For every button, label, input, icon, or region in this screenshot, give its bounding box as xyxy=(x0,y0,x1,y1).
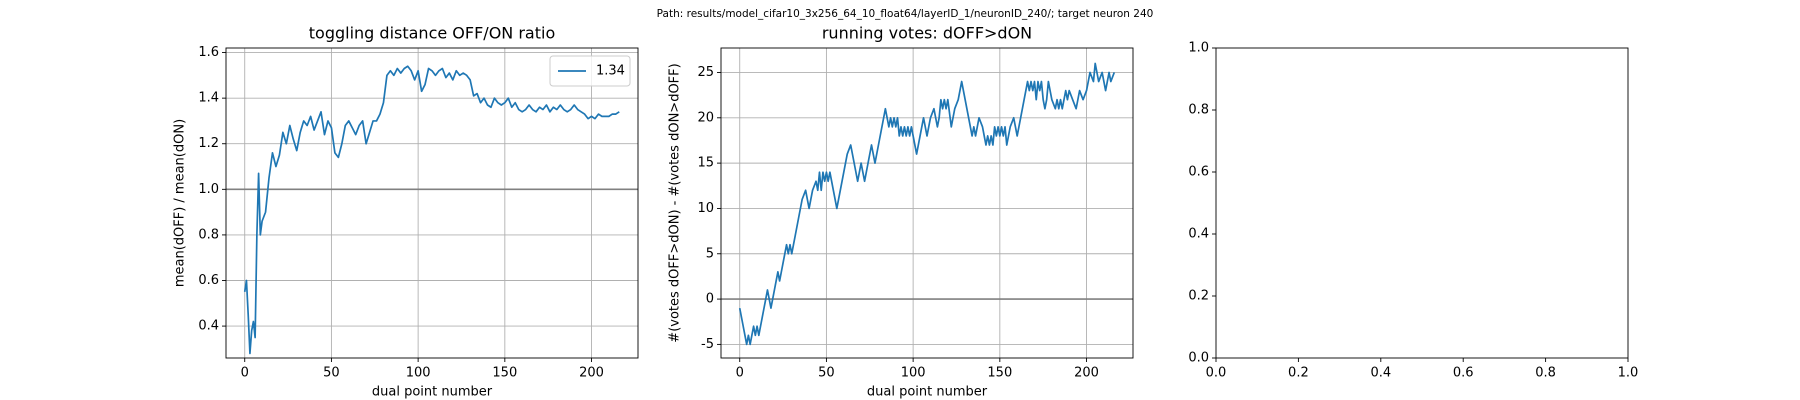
legend-box xyxy=(549,55,631,87)
y-tick-label: 25 xyxy=(697,65,714,80)
axes-frame xyxy=(1215,47,1629,359)
y-tick-label: 10 xyxy=(697,201,714,216)
y-tick-label: 0.4 xyxy=(198,319,219,334)
y-tick-label: 0.6 xyxy=(198,273,219,288)
y-tick-label: 0.8 xyxy=(1188,103,1209,118)
axes-frame xyxy=(720,47,1134,359)
axes-frame xyxy=(225,47,639,359)
y-tick-label: 0.8 xyxy=(198,227,219,242)
x-axis-label: dual point number xyxy=(372,385,493,400)
y-tick-label: 1.2 xyxy=(198,136,219,151)
y-tick-label: -5 xyxy=(701,337,714,352)
x-tick-label: 50 xyxy=(818,366,835,381)
x-tick-label: 0.8 xyxy=(1535,366,1556,381)
legend-label: 1.34 xyxy=(596,64,625,79)
x-tick-label: 0.0 xyxy=(1206,366,1227,381)
x-tick-label: 150 xyxy=(492,366,517,381)
x-tick-label: 100 xyxy=(406,366,431,381)
subplot: 0 50 100 150 200 0.4 0.6 0.8 1.0 1.2 1.4 1.6 togglin… xyxy=(173,24,639,400)
y-axis-label: mean(dOFF) / mean(dON) xyxy=(173,119,188,287)
y-tick-label: 0 xyxy=(706,292,714,307)
y-axis-label: #(votes dOFF>dON) - #(votes dON>dOFF) xyxy=(668,63,683,342)
x-tick-label: 0 xyxy=(241,366,249,381)
subplot: 0 50 100 150 200 -5 0 5 10 15 20 25 running votes: d… xyxy=(668,24,1134,400)
y-tick-label: 0.6 xyxy=(1188,165,1209,180)
x-tick-label: 200 xyxy=(1074,366,1099,381)
x-tick-label: 50 xyxy=(323,366,340,381)
y-tick-label: 15 xyxy=(697,156,714,171)
x-tick-label: 0.2 xyxy=(1288,366,1309,381)
data-line xyxy=(738,62,1116,346)
x-tick-label: 150 xyxy=(987,366,1012,381)
y-tick-label: 1.0 xyxy=(1188,41,1209,56)
y-tick-label: 1.4 xyxy=(198,91,219,106)
x-axis-label: dual point number xyxy=(867,385,988,400)
subplot: 0.0 0.2 0.4 0.6 0.8 1.0 0.0 0.2 0.4 0.6 0.8 1.0 xyxy=(1188,41,1638,381)
y-tick-label: 0.0 xyxy=(1188,351,1209,366)
x-tick-label: 0 xyxy=(736,366,744,381)
x-tick-label: 1.0 xyxy=(1618,366,1639,381)
figure-title: Path: results/model_cifar10_3x256_64_10_… xyxy=(657,8,1154,20)
subplot-title: running votes: dOFF>dON xyxy=(822,24,1032,43)
x-tick-label: 200 xyxy=(579,366,604,381)
y-tick-label: 1.0 xyxy=(198,182,219,197)
y-tick-label: 1.6 xyxy=(198,45,219,60)
subplot-title: toggling distance OFF/ON ratio xyxy=(309,24,555,43)
y-tick-label: 0.2 xyxy=(1188,289,1209,304)
y-tick-label: 5 xyxy=(706,246,714,261)
x-tick-label: 100 xyxy=(901,366,926,381)
y-tick-label: 20 xyxy=(697,110,714,125)
data-line xyxy=(243,65,620,355)
x-tick-label: 0.4 xyxy=(1370,366,1391,381)
y-tick-label: 0.4 xyxy=(1188,227,1209,242)
x-tick-label: 0.6 xyxy=(1453,366,1474,381)
